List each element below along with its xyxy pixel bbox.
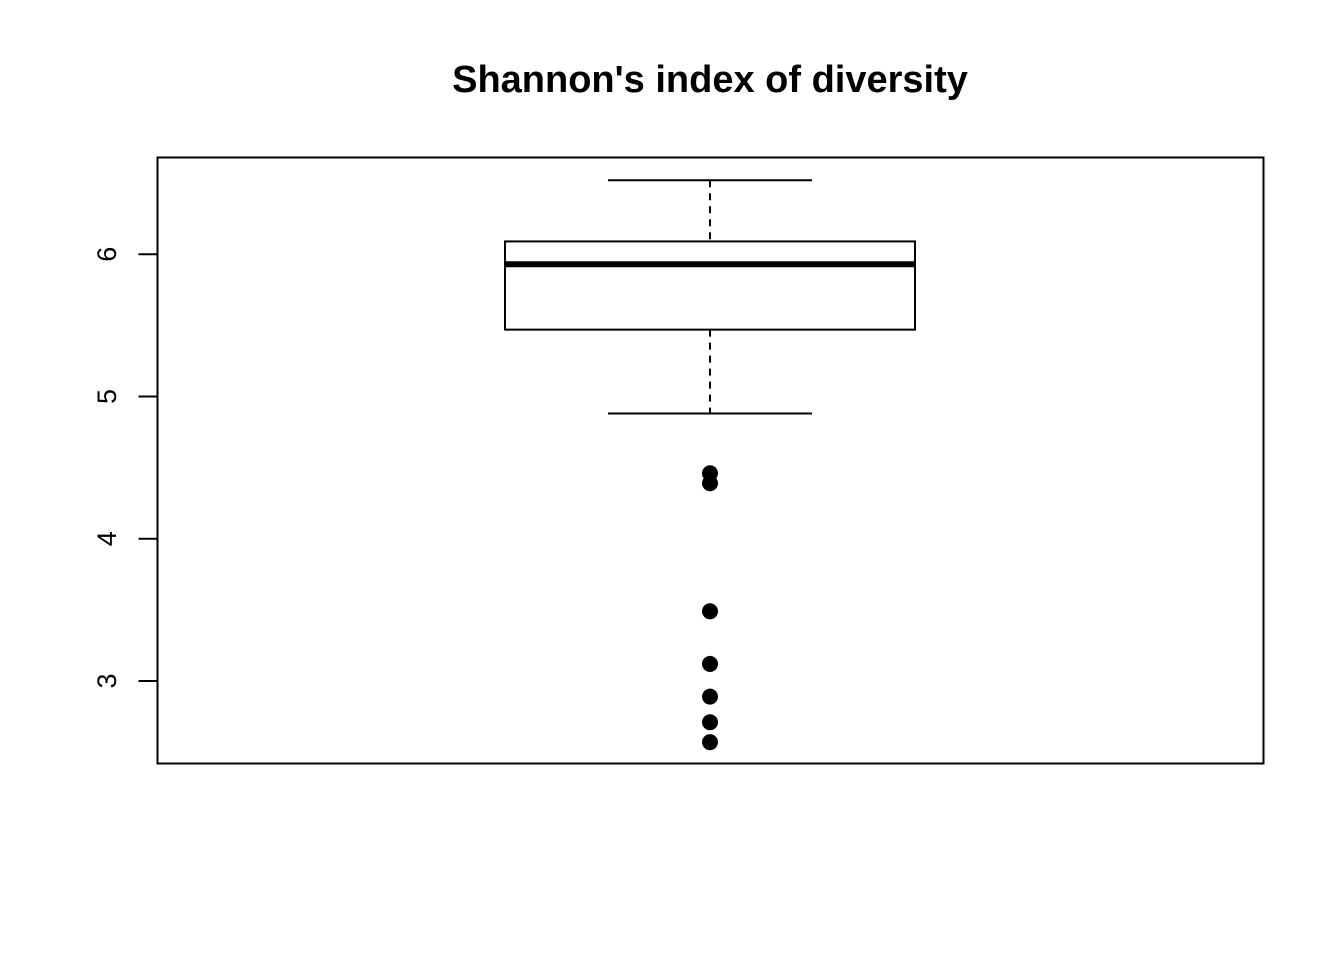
- y-tick-label: 6: [92, 247, 122, 262]
- outlier-point: [702, 714, 718, 731]
- plot-frame: [156, 156, 1265, 765]
- outlier-point: [702, 688, 718, 705]
- chart-title: Shannon's index of diversity: [452, 59, 968, 101]
- y-tick-label: 3: [92, 673, 122, 688]
- y-axis: 3 4 5 6: [92, 247, 158, 689]
- interquartile-box: [504, 240, 916, 331]
- outlier-point: [702, 603, 718, 620]
- outlier-point: [702, 734, 718, 751]
- y-tick-label: 4: [92, 531, 122, 546]
- outlier-point: [702, 475, 718, 492]
- outlier-point: [702, 655, 718, 672]
- boxplot-marks: [504, 179, 916, 751]
- y-tick-label: 5: [92, 389, 122, 404]
